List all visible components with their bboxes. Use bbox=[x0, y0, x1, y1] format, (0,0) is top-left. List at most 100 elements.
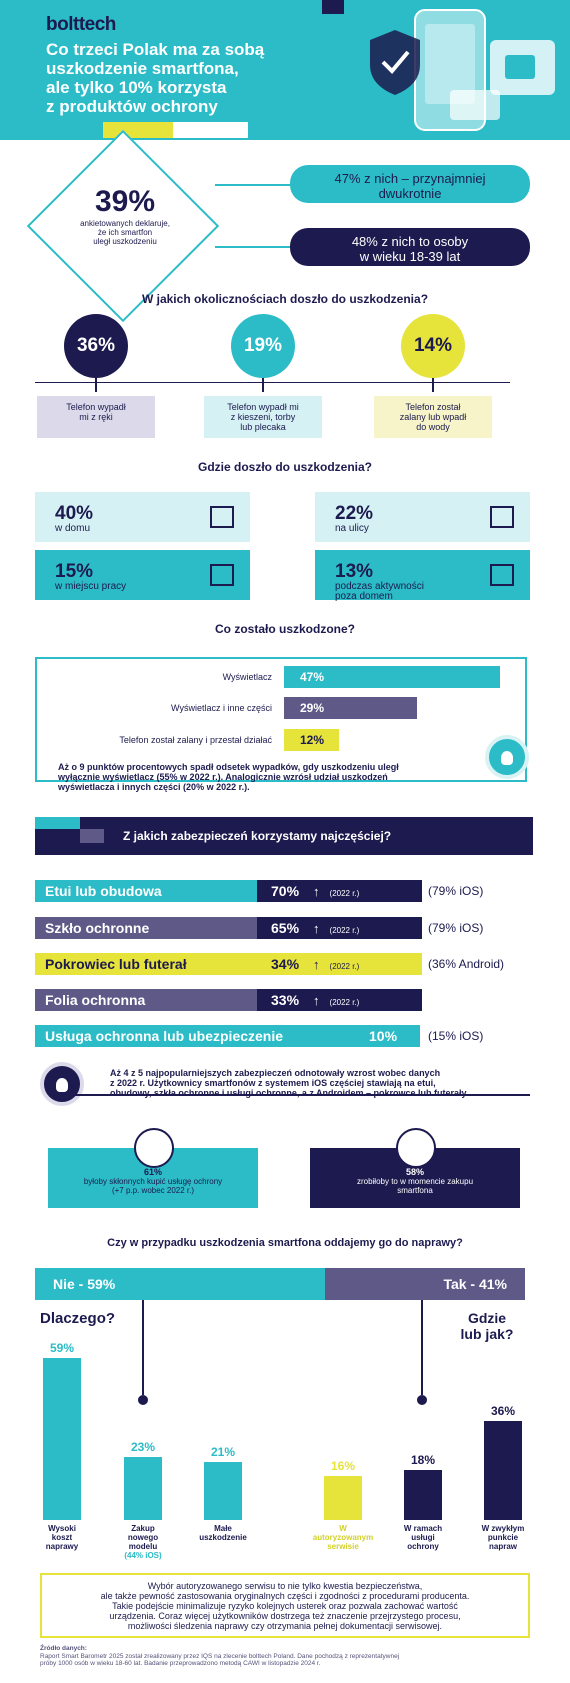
protection-accent bbox=[35, 817, 80, 829]
protection-percent-value: 70% bbox=[271, 883, 300, 899]
protection-year: (2022 r.) bbox=[329, 889, 360, 898]
where-box: 15% w miejscu pracy bbox=[35, 550, 250, 600]
damaged-label: Wyświetlacz i inne części bbox=[171, 703, 272, 713]
bolttech-logo: bolttech bbox=[46, 14, 116, 35]
damaged-title: Co zostało uszkodzone? bbox=[214, 622, 355, 636]
circumstance-percent-circle: 19% bbox=[231, 314, 295, 378]
protection-label: Etui lub obudowa bbox=[35, 880, 257, 902]
where-label: podczas aktywności bbox=[335, 581, 424, 592]
repair-note: Wybór autoryzowanego serwisu to nie tylk… bbox=[40, 1573, 530, 1638]
circumstance-box: Telefon wypadł mi z ręki bbox=[37, 396, 155, 438]
repair-bar-value: 16% bbox=[330, 1459, 356, 1473]
pill-age-group: 48% z nich to osoby w wieku 18-39 lat bbox=[290, 228, 530, 266]
hiker-icon bbox=[490, 564, 514, 586]
where-box: 13% podczas aktywności poza domem bbox=[315, 550, 530, 602]
repair-bar-value: 18% bbox=[410, 1453, 436, 1467]
protection-year: (2022 r.) bbox=[329, 998, 360, 1007]
damaged-label: Telefon został zalany i przestał działać bbox=[119, 735, 272, 745]
protection-extra: (79% iOS) bbox=[428, 921, 484, 935]
protection-title: Z jakich zabezpieczeń korzystamy najczęś… bbox=[35, 817, 533, 855]
protection-extra: (79% iOS) bbox=[428, 884, 484, 898]
arrow-up-icon: ↑ bbox=[313, 993, 320, 1008]
repair-bar bbox=[484, 1421, 522, 1520]
arrow-up-icon: ↑ bbox=[313, 957, 320, 972]
repair-bar-label-line: uszkodzenie bbox=[199, 1533, 247, 1542]
circumstance-box: Telefon został zalany lub wpadł do wody bbox=[374, 396, 492, 438]
repair-bar-label-line: nowego bbox=[127, 1533, 159, 1542]
where-title: Gdzie doszło do uszkodzenia? bbox=[197, 460, 372, 474]
where-label: poza domem bbox=[335, 591, 393, 602]
phone-heart-icon bbox=[134, 1128, 174, 1168]
repair-bar-value: 21% bbox=[210, 1445, 236, 1459]
repair-bar-label-line: W ramach bbox=[403, 1524, 443, 1533]
lightbulb-icon bbox=[485, 735, 529, 779]
repair-bar-label-line: punkcie bbox=[487, 1533, 519, 1542]
repair-bar-sublabel: (44% iOS) bbox=[124, 1551, 162, 1560]
circumstance-label: Telefon wypadł bbox=[66, 402, 126, 412]
where-label: na ulicy bbox=[335, 523, 369, 534]
repair-bar bbox=[404, 1470, 442, 1520]
protection-percent: 34% ↑ (2022 r.) bbox=[257, 953, 422, 975]
protection-label: Folia ochronna bbox=[35, 989, 257, 1011]
protection-note-underline bbox=[60, 1094, 530, 1096]
stat-39-description: ankietowanych deklaruje, że ich smartfon… bbox=[80, 219, 170, 246]
repair-bar-label-line: koszt bbox=[51, 1533, 73, 1542]
protection-percent: 70% ↑ (2022 r.) bbox=[257, 880, 422, 902]
repair-bar bbox=[324, 1476, 362, 1520]
where-box: 40% w domu bbox=[35, 492, 250, 542]
repair-bar bbox=[204, 1462, 242, 1520]
repair-bar-value: 36% bbox=[490, 1404, 516, 1418]
timeline-line bbox=[35, 382, 510, 383]
circumstance-label: lub plecaka bbox=[240, 422, 286, 432]
protection-percent-value: 33% bbox=[271, 992, 300, 1008]
repair-bar bbox=[124, 1457, 162, 1520]
damaged-frame bbox=[35, 657, 527, 782]
damaged-bar: 12% bbox=[284, 729, 339, 751]
office-building-icon bbox=[210, 564, 234, 586]
timeline-tick bbox=[262, 378, 264, 392]
repair-bar-label-line: autoryzowanym bbox=[312, 1533, 374, 1542]
protection-accent bbox=[80, 829, 104, 843]
timeline-tick bbox=[432, 378, 434, 392]
where-how-label: Gdzie lub jak? bbox=[460, 1310, 514, 1342]
repair-bar-label-line: W zwykłym bbox=[481, 1524, 525, 1533]
repair-bar-label: W ramach usługi ochrony bbox=[388, 1524, 458, 1551]
connector-line bbox=[142, 1300, 144, 1395]
circumstance-label: do wody bbox=[416, 422, 450, 432]
protection-percent: 10% bbox=[355, 1025, 420, 1047]
where-box: 22% na ulicy bbox=[315, 492, 530, 542]
repair-bar-label-line: Zakup bbox=[131, 1524, 155, 1533]
circumstance-label: zalany lub wpadł bbox=[399, 412, 467, 422]
repair-bar-label: Wysoki koszt naprawy bbox=[27, 1524, 97, 1551]
circumstance-percent-circle: 14% bbox=[401, 314, 465, 378]
damaged-bar: 47% bbox=[284, 666, 500, 688]
arrow-up-icon: ↑ bbox=[313, 921, 320, 936]
protection-percent: 33% ↑ (2022 r.) bbox=[257, 989, 422, 1011]
where-percent: 22% bbox=[335, 503, 374, 524]
pill-repeat-damage: 47% z nich – przynajmniej dwukrotnie bbox=[290, 165, 530, 203]
damaged-bar: 29% bbox=[284, 697, 417, 719]
protection-percent-value: 10% bbox=[369, 1028, 398, 1044]
connector-dot bbox=[417, 1395, 427, 1405]
repair-bar-label-line: Wysoki bbox=[48, 1524, 76, 1533]
protection-percent-value: 65% bbox=[271, 920, 300, 936]
where-percent: 15% bbox=[55, 561, 94, 582]
repair-bar-label: W zwykłym punkcie napraw bbox=[468, 1524, 538, 1551]
protection-label: Szkło ochronne bbox=[35, 917, 257, 939]
header-white-bar bbox=[173, 122, 248, 138]
header-accent-square bbox=[322, 0, 344, 14]
protection-percent: 65% ↑ (2022 r.) bbox=[257, 917, 422, 939]
circumstance-label: Telefon wypadł mi bbox=[227, 402, 299, 412]
protection-extra: (15% iOS) bbox=[428, 1029, 484, 1043]
damaged-note: Aż o 9 punktów procentowych spadł odsete… bbox=[58, 762, 399, 792]
connector-line bbox=[215, 184, 290, 186]
protection-label: Usługa ochronna lub ubezpieczenie bbox=[35, 1025, 355, 1047]
connector-dot bbox=[138, 1395, 148, 1405]
protection-percent-value: 34% bbox=[271, 956, 300, 972]
protection-note: Aż 4 z 5 najpopularniejszych zabezpiecze… bbox=[110, 1068, 469, 1098]
repair-bar-label-line: usługi bbox=[411, 1533, 435, 1542]
circumstances-title: W jakich okolicznościach doszło do uszko… bbox=[141, 292, 429, 306]
where-percent: 40% bbox=[55, 503, 94, 524]
arrow-up-icon: ↑ bbox=[313, 884, 320, 899]
